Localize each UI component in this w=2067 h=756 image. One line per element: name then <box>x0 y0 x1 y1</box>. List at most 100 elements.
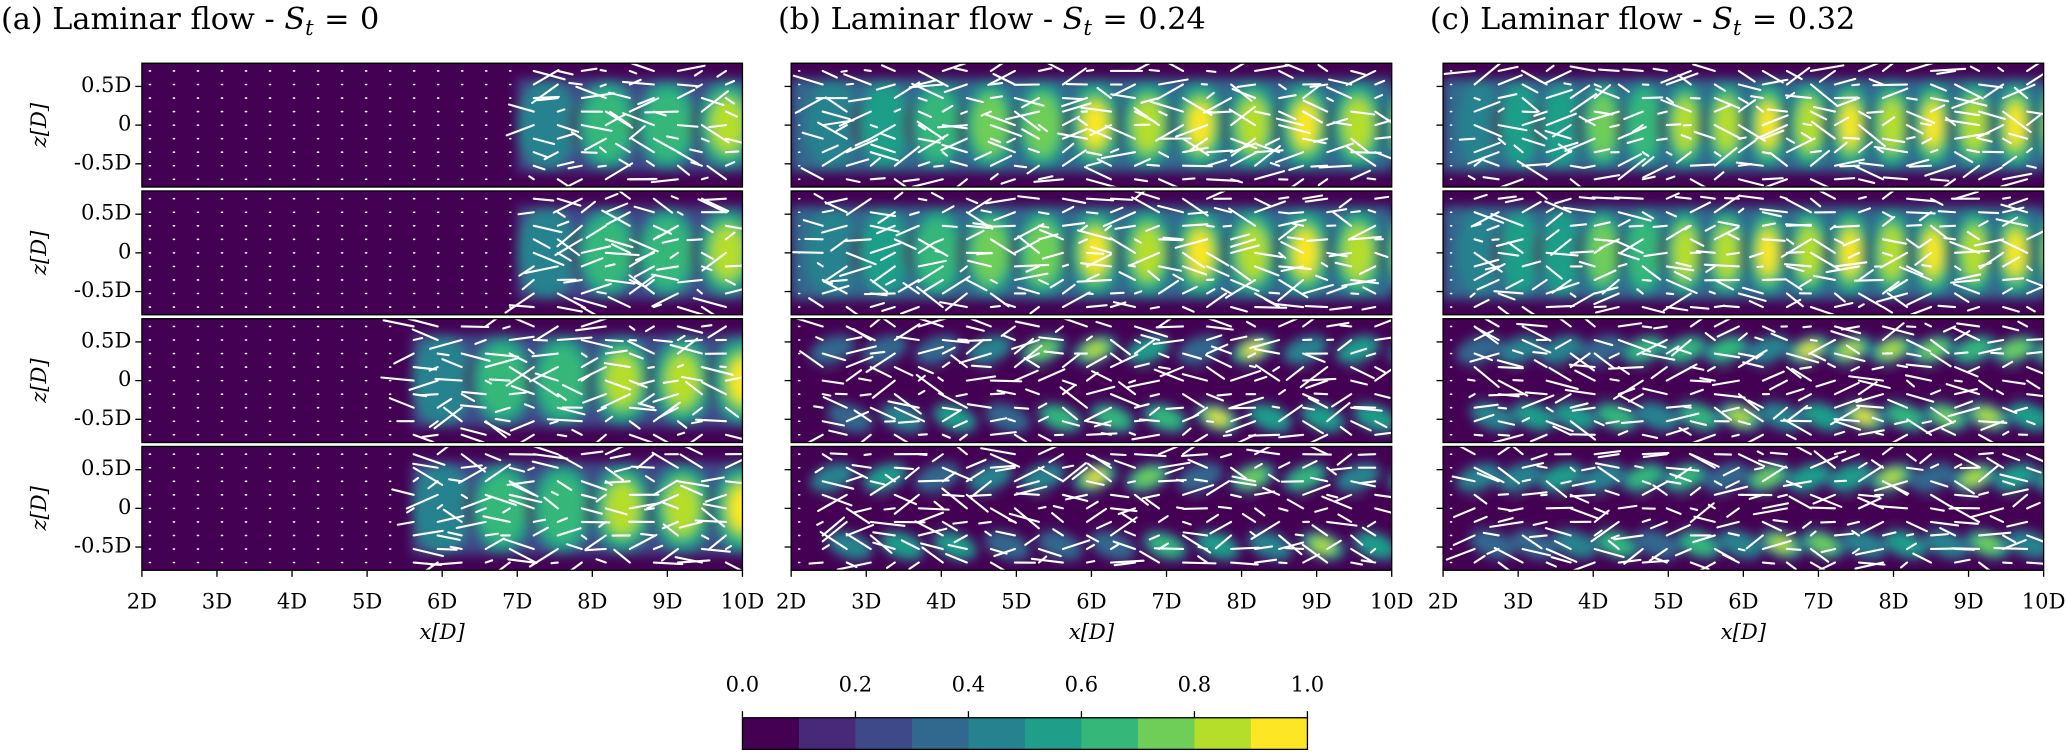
colorbar-bin <box>968 718 1025 750</box>
colorbar-bin <box>855 718 912 750</box>
arrow <box>1229 408 1255 409</box>
arrow <box>1063 98 1083 99</box>
arrow <box>1667 124 1681 125</box>
y-tick-label: 0 <box>118 494 131 519</box>
field <box>1443 439 2067 578</box>
arrow <box>1255 307 1286 308</box>
arrow <box>1218 394 1231 395</box>
x-axis-label: x[D] <box>1069 619 1115 644</box>
arrow <box>1354 407 1375 408</box>
arrow <box>1279 563 1286 564</box>
colorbar-tick-label: 0.6 <box>1065 672 1099 697</box>
arrow <box>1207 421 1213 422</box>
x-tick-label: 7D <box>1151 589 1181 614</box>
colorbar-bin <box>742 718 799 750</box>
x-tick-label: 6D <box>427 589 457 614</box>
blob <box>1387 85 1433 165</box>
x-tick-label: 4D <box>277 589 307 614</box>
arrow <box>1155 548 1183 549</box>
arrow <box>1657 139 1667 140</box>
arrow <box>696 521 726 522</box>
field <box>1443 181 2067 321</box>
arrow <box>601 70 606 71</box>
arrow <box>1279 212 1289 213</box>
x-tick-label: 5D <box>1653 589 1683 614</box>
arrow <box>1667 293 1673 294</box>
trough <box>766 360 779 402</box>
title-symbol: S <box>284 2 305 37</box>
arrow <box>1249 435 1279 436</box>
blob <box>1590 223 1616 283</box>
title-relation: = <box>1752 2 1777 37</box>
title-value: 0.24 <box>1138 2 1205 37</box>
colorbar-bin <box>1251 718 1308 750</box>
arrow <box>1821 522 1835 523</box>
arrow <box>1499 408 1506 409</box>
x-tick-label: 2D <box>127 589 157 614</box>
arrow <box>1938 306 1955 307</box>
blob <box>862 213 908 293</box>
colorbar-tick-label: 0.8 <box>1178 672 1212 697</box>
arrow <box>1952 548 1979 549</box>
x-tick-label: 7D <box>502 589 532 614</box>
arrow <box>1286 548 1303 549</box>
arrow <box>2003 197 2010 198</box>
trough <box>751 232 764 274</box>
arrow <box>1255 339 1262 340</box>
colorbar-bin <box>799 718 856 750</box>
field <box>1442 58 2067 193</box>
x-tick-label: 8D <box>1878 589 1908 614</box>
arrow <box>552 563 558 564</box>
arrow <box>606 340 623 341</box>
arrow <box>1781 421 1811 422</box>
arrow <box>1991 353 2003 354</box>
x-tick-label: 8D <box>577 589 607 614</box>
arrow <box>1979 453 1993 454</box>
arrow <box>1684 407 1690 408</box>
blob <box>1387 459 1435 495</box>
panel-title: (b) Laminar flow - St=0.24 <box>778 2 1206 39</box>
arrow <box>847 84 853 85</box>
arrow <box>1087 253 1103 254</box>
arrow <box>977 253 991 255</box>
arrow <box>1571 251 1593 252</box>
x-axis-label: x[D] <box>1721 619 1767 644</box>
arrow <box>1630 226 1643 227</box>
arrow <box>1803 326 1811 327</box>
arrow <box>1183 224 1207 225</box>
trough <box>1140 370 1156 391</box>
x-tick-label: 8D <box>1226 589 1256 614</box>
arrow <box>934 166 943 167</box>
arrow <box>1944 238 1955 239</box>
trough <box>1403 498 1419 519</box>
colorbar-tick-label: 0.0 <box>726 672 760 697</box>
arrow <box>895 468 913 469</box>
trough <box>1403 370 1419 391</box>
y-tick-label: 0.5D <box>81 327 131 352</box>
arrow <box>1873 84 1907 85</box>
x-tick-label: 10D <box>2022 589 2066 614</box>
arrow <box>1087 212 1098 213</box>
arrow <box>1691 165 1714 166</box>
arrow <box>1489 394 1522 395</box>
blob <box>1410 404 1446 431</box>
arrow <box>1224 226 1232 227</box>
arrow <box>1151 307 1159 308</box>
blob <box>2046 228 2067 278</box>
title-relation: = <box>324 2 349 37</box>
arrow <box>1922 265 1931 266</box>
arrow <box>2027 339 2044 340</box>
arrow <box>1787 549 1801 550</box>
arrow <box>1643 280 1651 281</box>
arrow <box>1763 279 1786 280</box>
blob <box>2058 535 2067 553</box>
arrow <box>558 435 566 436</box>
arrow <box>1039 507 1046 508</box>
arrow <box>958 340 991 341</box>
y-tick-label: 0.5D <box>81 72 131 97</box>
arrow <box>1087 70 1093 71</box>
arrow <box>1315 394 1328 395</box>
arrow <box>1763 563 1774 564</box>
arrow <box>1867 112 1883 113</box>
x-tick-label: 9D <box>1302 589 1332 614</box>
